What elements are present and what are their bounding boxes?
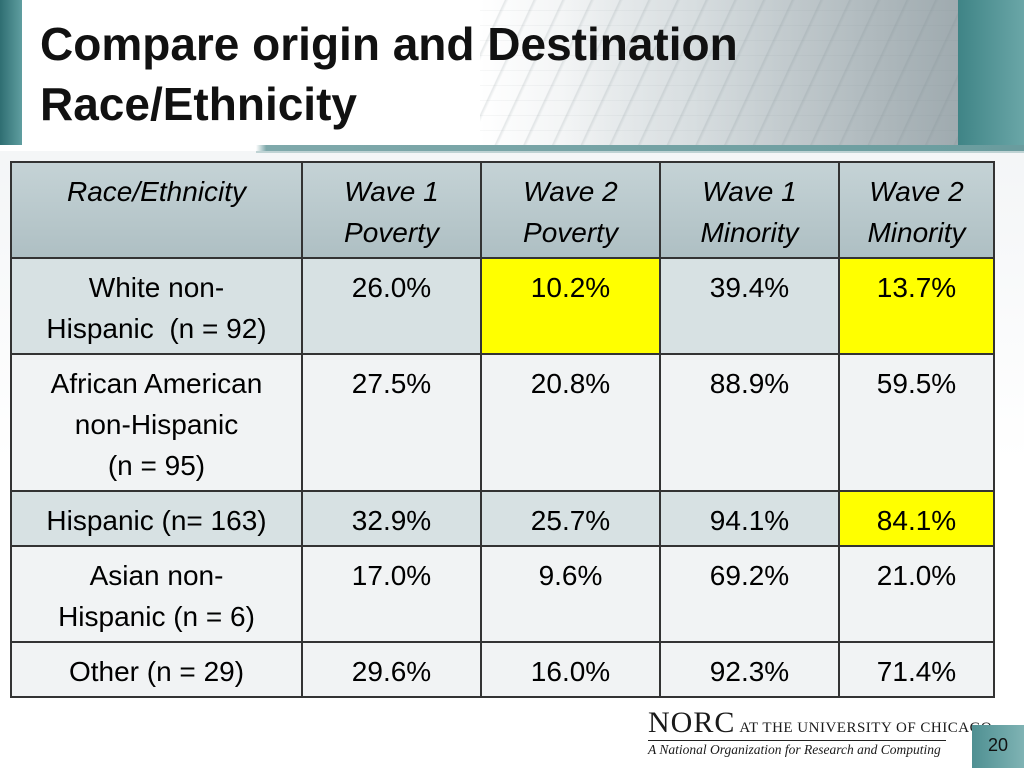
cell-wave1-poverty: 29.6% xyxy=(301,641,482,698)
header-race-ethnicity: Race/Ethnicity xyxy=(10,161,303,259)
cell-wave2-minority: 84.1% xyxy=(838,490,995,547)
header-line: Minority xyxy=(700,217,799,248)
cell-wave2-poverty: 9.6% xyxy=(480,545,661,643)
cell-wave1-minority: 69.2% xyxy=(659,545,840,643)
cell-wave1-minority: 94.1% xyxy=(659,490,840,547)
cell-wave1-poverty: 26.0% xyxy=(301,257,482,355)
label-line: Other (n = 29) xyxy=(68,656,245,687)
row-label: Hispanic (n= 163) xyxy=(10,490,303,547)
header-line: Wave 2 xyxy=(869,176,964,207)
cell-wave2-minority: 21.0% xyxy=(838,545,995,643)
header-wave1-minority: Wave 1 Minority xyxy=(659,161,840,259)
cell-wave1-minority: 92.3% xyxy=(659,641,840,698)
header-line: Wave 1 xyxy=(702,176,797,207)
page-number: 20 xyxy=(972,725,1024,768)
header-wave1-poverty: Wave 1 Poverty xyxy=(301,161,482,259)
header-line: Race/Ethnicity xyxy=(67,176,246,207)
label-line: (n = 95) xyxy=(107,450,206,481)
header-line: Poverty xyxy=(523,217,618,248)
logo-wordmark: NORC AT THE UNIVERSITY OF CHICAGO xyxy=(648,706,992,740)
row-label: White non- Hispanic (n = 92) xyxy=(10,257,303,355)
cell-wave2-minority: 71.4% xyxy=(838,641,995,698)
table-row: White non- Hispanic (n = 92) 26.0% 10.2%… xyxy=(10,257,995,355)
cell-wave2-poverty: 20.8% xyxy=(480,353,661,492)
table-row: Hispanic (n= 163) 32.9% 25.7% 94.1% 84.1… xyxy=(10,490,995,547)
row-label: African American non-Hispanic (n = 95) xyxy=(10,353,303,492)
slide-title: Compare origin and Destination Race/Ethn… xyxy=(40,14,840,134)
cell-wave1-poverty: 17.0% xyxy=(301,545,482,643)
table-header-row: Race/Ethnicity Wave 1 Poverty Wave 2 Pov… xyxy=(10,161,995,259)
cell-wave2-poverty: 16.0% xyxy=(480,641,661,698)
header-line: Poverty xyxy=(344,217,439,248)
table-row: Asian non- Hispanic (n = 6) 17.0% 9.6% 6… xyxy=(10,545,995,643)
header-divider xyxy=(0,145,1024,151)
label-line: White non- xyxy=(88,272,225,303)
label-line: Hispanic (n= 163) xyxy=(46,505,267,536)
logo-divider xyxy=(648,740,946,741)
race-ethnicity-table: Race/Ethnicity Wave 1 Poverty Wave 2 Pov… xyxy=(10,161,995,698)
label-line: non-Hispanic xyxy=(74,409,239,440)
header-wave2-poverty: Wave 2 Poverty xyxy=(480,161,661,259)
logo-tagline: A National Organization for Research and… xyxy=(648,742,941,757)
table-row: African American non-Hispanic (n = 95) 2… xyxy=(10,353,995,492)
row-label: Asian non- Hispanic (n = 6) xyxy=(10,545,303,643)
cell-wave2-poverty: 25.7% xyxy=(480,490,661,547)
slide-title-line-2: Race/Ethnicity xyxy=(40,78,357,130)
cell-wave2-poverty: 10.2% xyxy=(480,257,661,355)
logo-norc-text: NORC xyxy=(648,706,736,739)
header-line: Wave 2 xyxy=(523,176,618,207)
label-line: Hispanic (n = 6) xyxy=(58,601,255,632)
cell-wave1-minority: 88.9% xyxy=(659,353,840,492)
header-right-accent xyxy=(958,0,1024,145)
cell-wave1-minority: 39.4% xyxy=(659,257,840,355)
slide-title-line-1: Compare origin and Destination xyxy=(40,18,738,70)
label-line: African American xyxy=(50,368,263,399)
header-background-photo xyxy=(480,0,958,145)
norc-logo: NORC AT THE UNIVERSITY OF CHICAGO A Natio… xyxy=(648,706,992,762)
header-left-accent xyxy=(0,0,22,145)
header-line: Wave 1 xyxy=(344,176,439,207)
cell-wave1-poverty: 32.9% xyxy=(301,490,482,547)
row-label: Other (n = 29) xyxy=(10,641,303,698)
header-line: Minority xyxy=(867,217,966,248)
header-divider-thin xyxy=(256,151,1024,153)
header-wave2-minority: Wave 2 Minority xyxy=(838,161,995,259)
cell-wave1-poverty: 27.5% xyxy=(301,353,482,492)
logo-suffix-text: AT THE UNIVERSITY OF CHICAGO xyxy=(739,720,993,736)
cell-wave2-minority: 59.5% xyxy=(838,353,995,492)
label-line: Hispanic (n = 92) xyxy=(46,313,267,344)
table-row: Other (n = 29) 29.6% 16.0% 92.3% 71.4% xyxy=(10,641,995,698)
cell-wave2-minority: 13.7% xyxy=(838,257,995,355)
label-line: Asian non- xyxy=(89,560,224,591)
slide-header xyxy=(0,0,1024,145)
